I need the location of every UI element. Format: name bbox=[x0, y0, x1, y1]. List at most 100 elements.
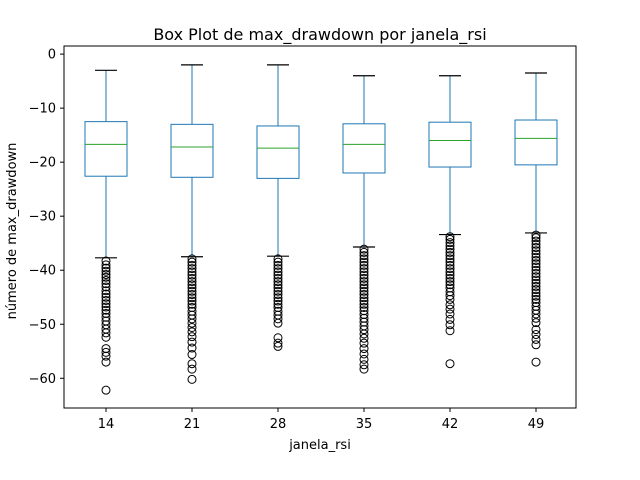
outlier-point bbox=[187, 314, 197, 324]
outlier-point bbox=[101, 302, 111, 312]
iqr-box bbox=[514, 119, 558, 166]
outlier-point bbox=[101, 279, 111, 289]
outlier-point bbox=[531, 330, 541, 340]
outlier-point bbox=[445, 309, 455, 319]
outlier-point bbox=[445, 260, 455, 270]
outlier-point bbox=[187, 327, 197, 337]
outlier-point bbox=[187, 260, 197, 270]
outlier-point bbox=[359, 296, 369, 306]
outlier-point bbox=[187, 296, 197, 306]
outlier-point bbox=[187, 290, 197, 300]
outlier-point bbox=[187, 322, 197, 332]
outlier-point bbox=[101, 328, 111, 338]
x-tick-label: 14 bbox=[98, 417, 115, 432]
outlier-point bbox=[531, 334, 541, 344]
outlier-point bbox=[273, 273, 283, 283]
outlier-point bbox=[445, 241, 455, 251]
outlier-point bbox=[187, 277, 197, 287]
outlier-point bbox=[273, 267, 283, 277]
outlier-point bbox=[273, 333, 283, 343]
outlier-point bbox=[531, 281, 541, 291]
outlier-point bbox=[101, 286, 111, 296]
outlier-point bbox=[531, 318, 541, 328]
outlier-point bbox=[359, 251, 369, 261]
outlier-point bbox=[359, 273, 369, 283]
outlier-point bbox=[531, 243, 541, 253]
outlier-point bbox=[531, 288, 541, 298]
outlier-point bbox=[187, 257, 197, 267]
outlier-point bbox=[187, 280, 197, 290]
outlier-point bbox=[359, 280, 369, 290]
outlier-point bbox=[359, 354, 369, 364]
x-tick-label: 21 bbox=[184, 417, 201, 432]
outlier-point bbox=[273, 270, 283, 280]
outlier-point bbox=[531, 252, 541, 262]
outlier-point bbox=[273, 264, 283, 274]
outlier-point bbox=[359, 290, 369, 300]
outlier-point bbox=[273, 286, 283, 296]
outlier-point bbox=[187, 270, 197, 280]
outlier-point bbox=[359, 333, 369, 343]
outlier-point bbox=[531, 357, 541, 367]
outlier-point bbox=[359, 303, 369, 313]
outlier-point bbox=[273, 277, 283, 287]
outlier-point bbox=[101, 263, 111, 273]
outlier-point bbox=[273, 293, 283, 303]
x-tick-label: 35 bbox=[356, 417, 373, 432]
outlier-point bbox=[445, 270, 455, 280]
outlier-point bbox=[187, 299, 197, 309]
outlier-point bbox=[359, 349, 369, 359]
outlier-point bbox=[445, 314, 455, 324]
outlier-point bbox=[359, 257, 369, 267]
plot-frame bbox=[63, 45, 577, 409]
outlier-point bbox=[531, 236, 541, 246]
outlier-point bbox=[101, 292, 111, 302]
outlier-point bbox=[273, 299, 283, 309]
outlier-point bbox=[101, 295, 111, 305]
outlier-point bbox=[273, 290, 283, 300]
outlier-point bbox=[187, 286, 197, 296]
outlier-point bbox=[273, 283, 283, 293]
iqr-box bbox=[256, 125, 300, 179]
outlier-point bbox=[101, 289, 111, 299]
outlier-point bbox=[531, 291, 541, 301]
outlier-point bbox=[531, 313, 541, 323]
outlier-point bbox=[445, 291, 455, 301]
outlier-point bbox=[187, 273, 197, 283]
outlier-point bbox=[187, 337, 197, 347]
outlier-point bbox=[531, 278, 541, 288]
outlier-point bbox=[445, 359, 455, 369]
outlier-point bbox=[101, 256, 111, 266]
outlier-point bbox=[445, 326, 455, 336]
outlier-point bbox=[359, 325, 369, 335]
y-tick-label: −20 bbox=[29, 156, 56, 171]
outlier-point bbox=[531, 233, 541, 243]
outlier-point bbox=[187, 350, 197, 360]
outlier-point bbox=[531, 255, 541, 265]
chart-title: Box Plot de max_drawdown por janela_rsi bbox=[153, 25, 486, 45]
y-tick-label: −60 bbox=[29, 372, 56, 387]
outlier-point bbox=[273, 338, 283, 348]
outlier-point bbox=[187, 267, 197, 277]
outlier-point bbox=[359, 267, 369, 277]
outlier-point bbox=[359, 338, 369, 348]
outlier-point bbox=[101, 299, 111, 309]
outlier-point bbox=[359, 283, 369, 293]
outlier-point bbox=[101, 260, 111, 270]
outlier-point bbox=[531, 262, 541, 272]
x-tick-label: 42 bbox=[442, 417, 459, 432]
outlier-point bbox=[445, 267, 455, 277]
outlier-point bbox=[187, 293, 197, 303]
y-axis-label: número de max_drawdown bbox=[5, 143, 20, 320]
outlier-point bbox=[101, 347, 111, 357]
outlier-point bbox=[531, 272, 541, 282]
outlier-point bbox=[445, 257, 455, 267]
outlier-point bbox=[445, 234, 455, 244]
y-tick-label: −50 bbox=[29, 318, 56, 333]
outlier-point bbox=[531, 259, 541, 269]
outlier-point bbox=[531, 275, 541, 285]
y-tick-label: −10 bbox=[29, 102, 56, 117]
outlier-point bbox=[445, 294, 455, 304]
outlier-point bbox=[445, 254, 455, 264]
